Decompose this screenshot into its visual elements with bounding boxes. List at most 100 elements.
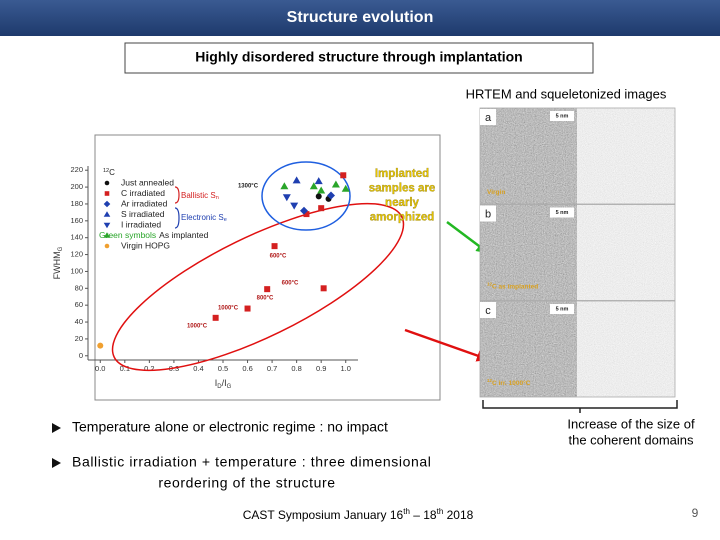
y-axis-label: FWHMG (52, 246, 63, 279)
highlight-ellipse (111, 202, 405, 372)
legend-label: S irradiated (121, 209, 165, 219)
point (309, 182, 318, 190)
y-tick-label: 40 (75, 317, 83, 326)
point (104, 243, 110, 249)
temperature-label: 600°C (270, 254, 287, 260)
scale-bar-label: 5 nm (556, 306, 569, 312)
header-bar (0, 0, 720, 36)
temperature-label: 600°C (282, 281, 299, 287)
point (318, 205, 325, 212)
point (341, 184, 350, 192)
label-part: C as implanted (492, 283, 538, 290)
temperature-label: 1000°C (187, 324, 208, 330)
note-text: the coherent domains (568, 432, 694, 447)
point (303, 211, 310, 218)
point (290, 202, 299, 210)
x-tick-label: 0.4 (193, 364, 203, 373)
footer: CAST Symposium January 16th – 18th 2018 (243, 507, 474, 522)
x-axis-label: ID/IG (215, 378, 232, 389)
x-tick-label: 0.6 (242, 364, 252, 373)
scale-box (550, 111, 574, 121)
legend-prefix: Green symbols (99, 230, 156, 240)
panel-border (479, 204, 676, 301)
label-part: I (215, 378, 218, 388)
y-tick-label: 0 (79, 351, 83, 360)
point (212, 314, 219, 321)
letter-box (480, 109, 496, 125)
legend-label: Just annealed (121, 177, 174, 187)
point (103, 232, 111, 238)
highlight-ellipse (261, 161, 351, 231)
bullet-arrow (52, 458, 61, 468)
panel-letter: b (485, 208, 491, 220)
callout-text: Implanted (375, 168, 429, 180)
point (315, 193, 322, 200)
bracket (482, 400, 678, 413)
footer-part: – 18 (410, 508, 437, 522)
callout-text: nearly (385, 197, 419, 209)
point (320, 285, 327, 292)
label-part: C (109, 168, 115, 177)
label-part: 12 (487, 378, 493, 383)
image-caption: Virgin (487, 189, 505, 196)
label-part: C irr. 1000°C (492, 379, 531, 387)
legend-title: 12C (103, 168, 115, 177)
skeleton-image (577, 204, 675, 301)
bracket (174, 186, 180, 204)
plot: 0 20 40 60 80 100 120 140 160 180 200 220 0.0 0.1 0.2 0… (52, 161, 490, 390)
y-tick-label: 120 (70, 250, 83, 259)
label-part: n (216, 195, 219, 201)
point (282, 194, 291, 202)
panel-letter: a (485, 112, 492, 124)
callout-text: samples are (369, 183, 436, 195)
label-part: /I (222, 378, 227, 388)
image-caption: 12C irr. 1000°C (487, 378, 531, 387)
legend-label: I irradiated (121, 219, 161, 229)
bullet-arrow (52, 423, 61, 433)
x-tick-label: 0.7 (267, 364, 277, 373)
panel-border (479, 300, 676, 398)
x-tick-label: 0.8 (291, 364, 301, 373)
x-tick-label: 0.0 (95, 364, 105, 373)
temperature-label: 800°C (257, 296, 274, 302)
letter-box (480, 302, 496, 318)
legend-label: Ar irradiated (121, 198, 168, 208)
point (97, 342, 104, 349)
footer-part: CAST Symposium January 16 (243, 508, 404, 522)
label-part: D (217, 384, 222, 390)
images-caption: HRTEM and squeletonized images (466, 86, 667, 101)
point (104, 191, 110, 196)
tem-image (480, 301, 577, 397)
x-tick-label: 0.1 (120, 364, 130, 373)
y-tick-label: 60 (75, 300, 83, 309)
arrow (404, 328, 490, 362)
image-caption: 12C as implanted (487, 282, 538, 291)
y-tick-label: 180 (70, 199, 83, 208)
letter-box (480, 205, 496, 222)
subtitle: Highly disordered structure through impl… (195, 49, 522, 65)
slide-title: Structure evolution (287, 9, 434, 26)
electronic-label: Electronic Se (181, 213, 227, 223)
point (264, 286, 271, 293)
tem-image (480, 108, 577, 204)
label-part: Virgin (487, 189, 505, 196)
page-number: 9 (692, 506, 699, 520)
footer-part: 2018 (443, 508, 473, 522)
legend-name: As implanted (159, 230, 208, 240)
x-tick-label: 0.9 (316, 364, 326, 373)
x-tick-label: 0.2 (144, 364, 154, 373)
y-tick-label: 220 (70, 165, 83, 174)
bullet-text: reordering of the structure (158, 475, 335, 491)
label-part: 12 (487, 282, 493, 287)
panel-border (479, 107, 676, 205)
label-part: Ballistic S (181, 191, 216, 200)
subtitle-box (124, 42, 594, 74)
skeleton-image (577, 108, 675, 204)
bullet-text: Ballistic irradiation + temperature : th… (72, 454, 431, 470)
scale-box (550, 304, 574, 314)
point (280, 182, 289, 190)
point (314, 177, 323, 185)
callout-text: amorphized (370, 212, 435, 224)
